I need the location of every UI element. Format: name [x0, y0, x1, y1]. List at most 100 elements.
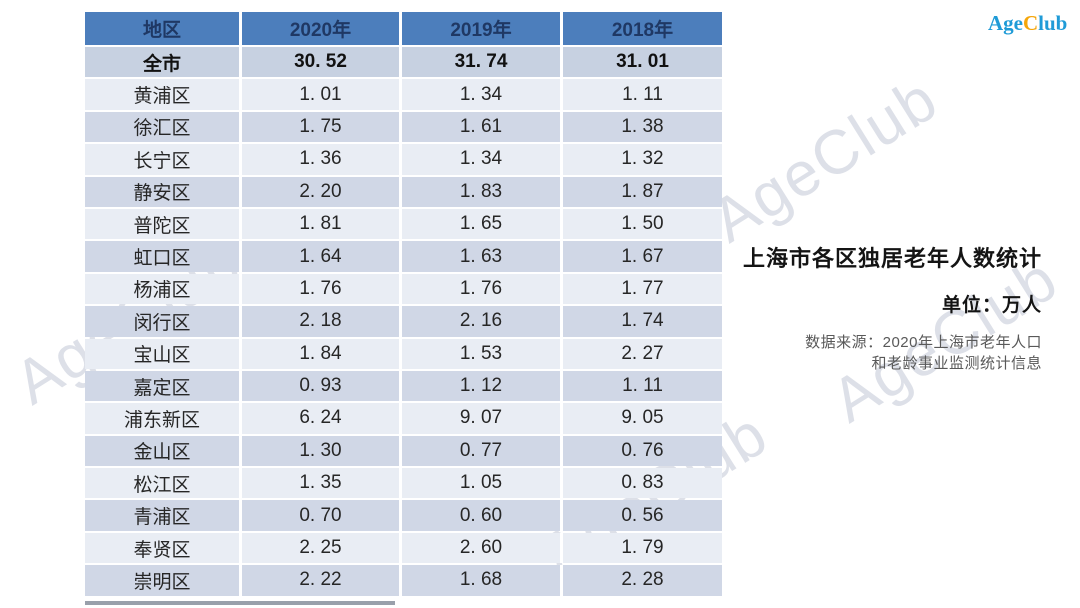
table-row: 静安区 2. 20 1. 83 1. 87 — [85, 176, 722, 207]
column-header-region: 地区 — [85, 12, 242, 45]
table-row: 金山区 1. 30 0. 77 0. 76 — [85, 435, 722, 467]
table-row: 松江区 1. 35 1. 05 0. 83 — [85, 468, 722, 499]
column-header-2018: 2018年 — [563, 12, 722, 45]
table-body: 全市 30. 52 31. 74 31. 01 黄浦区 1. 01 1. 34 1. 11 徐汇… — [85, 47, 722, 596]
column-header-2019: 2019年 — [402, 12, 563, 45]
value-cell: 1. 87 — [563, 176, 722, 207]
value-cell: 2. 16 — [402, 306, 563, 337]
table-row: 徐汇区 1. 75 1. 61 1. 38 — [85, 111, 722, 143]
region-cell: 杨浦区 — [85, 273, 242, 305]
logo-text-c: C — [1023, 11, 1039, 35]
value-cell: 1. 35 — [242, 468, 402, 499]
cropped-row-edge — [85, 601, 395, 605]
table-row: 嘉定区 0. 93 1. 12 1. 11 — [85, 370, 722, 402]
region-cell: 静安区 — [85, 176, 242, 207]
data-source-note: 数据来源：2020年上海市老年人口 和老龄事业监测统计信息 — [736, 332, 1042, 374]
table-row: 长宁区 1. 36 1. 34 1. 32 — [85, 144, 722, 175]
value-cell: 2. 60 — [402, 532, 563, 564]
value-cell: 0. 93 — [242, 370, 402, 402]
value-cell: 1. 67 — [563, 241, 722, 272]
value-cell: 1. 50 — [563, 208, 722, 240]
value-cell: 1. 53 — [402, 338, 563, 369]
region-cell: 闵行区 — [85, 306, 242, 337]
value-cell: 1. 34 — [402, 79, 563, 110]
region-cell: 虹口区 — [85, 241, 242, 272]
value-cell: 31. 74 — [402, 47, 563, 78]
value-cell: 6. 24 — [242, 403, 402, 434]
value-cell: 1. 83 — [402, 176, 563, 207]
table-row: 虹口区 1. 64 1. 63 1. 67 — [85, 241, 722, 272]
region-cell: 嘉定区 — [85, 370, 242, 402]
chart-title: 上海市各区独居老年人数统计 — [742, 246, 1042, 271]
value-cell: 1. 76 — [402, 273, 563, 305]
table-row: 普陀区 1. 81 1. 65 1. 50 — [85, 208, 722, 240]
value-cell: 0. 77 — [402, 435, 563, 467]
value-cell: 1. 36 — [242, 144, 402, 175]
region-cell: 徐汇区 — [85, 111, 242, 143]
table-row: 黄浦区 1. 01 1. 34 1. 11 — [85, 79, 722, 110]
data-source-line-2: 和老龄事业监测统计信息 — [871, 355, 1042, 372]
caption-panel: 上海市各区独居老年人数统计 单位：万人 数据来源：2020年上海市老年人口 和老… — [736, 241, 1042, 374]
value-cell: 30. 52 — [242, 47, 402, 78]
region-cell: 黄浦区 — [85, 79, 242, 110]
value-cell: 2. 27 — [563, 338, 722, 369]
value-cell: 1. 34 — [402, 144, 563, 175]
value-cell: 0. 76 — [563, 435, 722, 467]
value-cell: 9. 05 — [563, 403, 722, 434]
value-cell: 1. 84 — [242, 338, 402, 369]
value-cell: 1. 76 — [242, 273, 402, 305]
table-row: 浦东新区 6. 24 9. 07 9. 05 — [85, 403, 722, 434]
district-statistics-table: 地区 2020年 2019年 2018年 全市 30. 52 31. 74 31. 0… — [85, 10, 722, 598]
value-cell: 1. 74 — [563, 306, 722, 337]
value-cell: 0. 60 — [402, 500, 563, 531]
value-cell: 0. 83 — [563, 468, 722, 499]
column-header-2020: 2020年 — [242, 12, 402, 45]
ageclub-watermark: AgeClub — [699, 64, 951, 256]
value-cell: 2. 28 — [563, 565, 722, 596]
logo-text-lub: lub — [1038, 11, 1068, 35]
value-cell: 1. 61 — [402, 111, 563, 143]
table-row: 青浦区 0. 70 0. 60 0. 56 — [85, 500, 722, 531]
region-cell: 宝山区 — [85, 338, 242, 369]
value-cell: 31. 01 — [563, 47, 722, 78]
region-cell: 普陀区 — [85, 208, 242, 240]
value-cell: 1. 12 — [402, 370, 563, 402]
value-cell: 1. 11 — [563, 370, 722, 402]
value-cell: 2. 22 — [242, 565, 402, 596]
statistics-table-container: 地区 2020年 2019年 2018年 全市 30. 52 31. 74 31. 0… — [85, 10, 722, 598]
table-row: 杨浦区 1. 76 1. 76 1. 77 — [85, 273, 722, 305]
region-cell: 全市 — [85, 47, 242, 78]
value-cell: 1. 64 — [242, 241, 402, 272]
region-cell: 奉贤区 — [85, 532, 242, 564]
value-cell: 2. 18 — [242, 306, 402, 337]
value-cell: 1. 32 — [563, 144, 722, 175]
value-cell: 1. 79 — [563, 532, 722, 564]
table-row: 崇明区 2. 22 1. 68 2. 28 — [85, 565, 722, 596]
value-cell: 1. 38 — [563, 111, 722, 143]
value-cell: 1. 01 — [242, 79, 402, 110]
value-cell: 1. 05 — [402, 468, 563, 499]
value-cell: 9. 07 — [402, 403, 563, 434]
region-cell: 崇明区 — [85, 565, 242, 596]
region-cell: 长宁区 — [85, 144, 242, 175]
table-row: 宝山区 1. 84 1. 53 2. 27 — [85, 338, 722, 369]
data-source-line-1: 数据来源：2020年上海市老年人口 — [805, 334, 1042, 351]
table-row: 奉贤区 2. 25 2. 60 1. 79 — [85, 532, 722, 564]
table-header: 地区 2020年 2019年 2018年 — [85, 12, 722, 45]
value-cell: 1. 77 — [563, 273, 722, 305]
table-row: 全市 30. 52 31. 74 31. 01 — [85, 47, 722, 78]
region-cell: 青浦区 — [85, 500, 242, 531]
value-cell: 1. 11 — [563, 79, 722, 110]
value-cell: 1. 68 — [402, 565, 563, 596]
region-cell: 松江区 — [85, 468, 242, 499]
value-cell: 1. 63 — [402, 241, 563, 272]
value-cell: 2. 25 — [242, 532, 402, 564]
value-cell: 1. 75 — [242, 111, 402, 143]
table-row: 闵行区 2. 18 2. 16 1. 74 — [85, 306, 722, 337]
value-cell: 1. 81 — [242, 208, 402, 240]
value-cell: 0. 70 — [242, 500, 402, 531]
region-cell: 浦东新区 — [85, 403, 242, 434]
value-cell: 0. 56 — [563, 500, 722, 531]
value-cell: 1. 65 — [402, 208, 563, 240]
